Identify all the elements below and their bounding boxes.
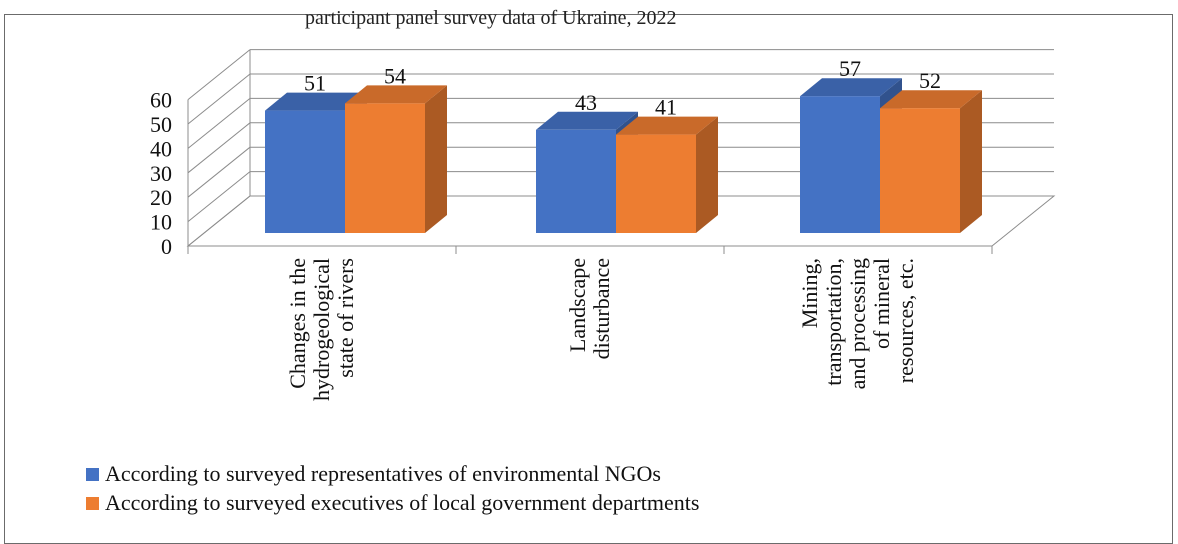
bar [265,110,345,233]
clipped-caption: participant panel survey data of Ukraine… [305,7,677,29]
data-label: 52 [919,68,941,93]
legend-swatch-ngo [86,467,99,481]
bar [536,129,616,233]
category-label-line: resources, etc. [893,258,918,383]
bar-top [616,116,718,135]
bar-side [425,85,447,234]
y-tick-label: 50 [150,112,172,137]
bar [800,96,880,233]
data-label: 51 [304,71,326,96]
category-label: Landscape disturbance [565,258,614,359]
grid-depth-line [187,98,251,149]
y-tick-label: 60 [150,88,172,113]
grid-depth-line [187,171,251,222]
category-label-line: hydrogeological [309,258,334,401]
bar-top [800,78,902,97]
bar [880,108,960,233]
y-tick-label: 30 [150,161,172,186]
bar [345,103,425,234]
data-label: 41 [655,95,677,120]
category-label-line: of mineral [869,258,894,349]
category-label-line: state of rivers [333,258,358,378]
category-label-line: and processing [845,258,870,389]
y-tick-label: 10 [150,210,172,235]
y-tick-label: 0 [161,234,172,259]
data-label: 43 [575,90,597,115]
category-label-line: transportation, [821,258,846,386]
category-label-line: Landscape [565,258,590,352]
category-label-line: disturbance [589,258,614,359]
bar [616,134,696,233]
category-label: Changes in the hydrogeological state of ri… [285,258,358,401]
y-tick-label: 20 [150,185,172,210]
legend-label-ngo: According to surveyed representatives of… [105,461,661,486]
y-tick-label: 40 [150,136,172,161]
legend-swatch-gov [86,496,99,510]
category-label: Mining, transportation, and processing of m… [797,258,918,389]
grid-depth-line [187,73,251,125]
data-label: 54 [384,63,406,88]
bar-side [696,116,718,233]
bar-top [265,92,367,111]
category-label-line: Changes in the [285,258,310,389]
bar-top [345,85,447,104]
legend-label-gov: According to surveyed executives of loca… [105,490,700,515]
bar-side [960,90,982,233]
legend-item-gov: According to surveyed executives of loca… [86,490,699,516]
grid-depth-line [187,122,251,174]
data-label: 57 [839,56,861,81]
grid-depth-line [187,49,251,100]
category-label-line: Mining, [797,258,822,328]
legend-item-ngo: According to surveyed representatives of… [86,461,661,487]
bar-top [880,90,982,109]
grid-depth-line [187,146,251,198]
bar-top [536,111,638,130]
